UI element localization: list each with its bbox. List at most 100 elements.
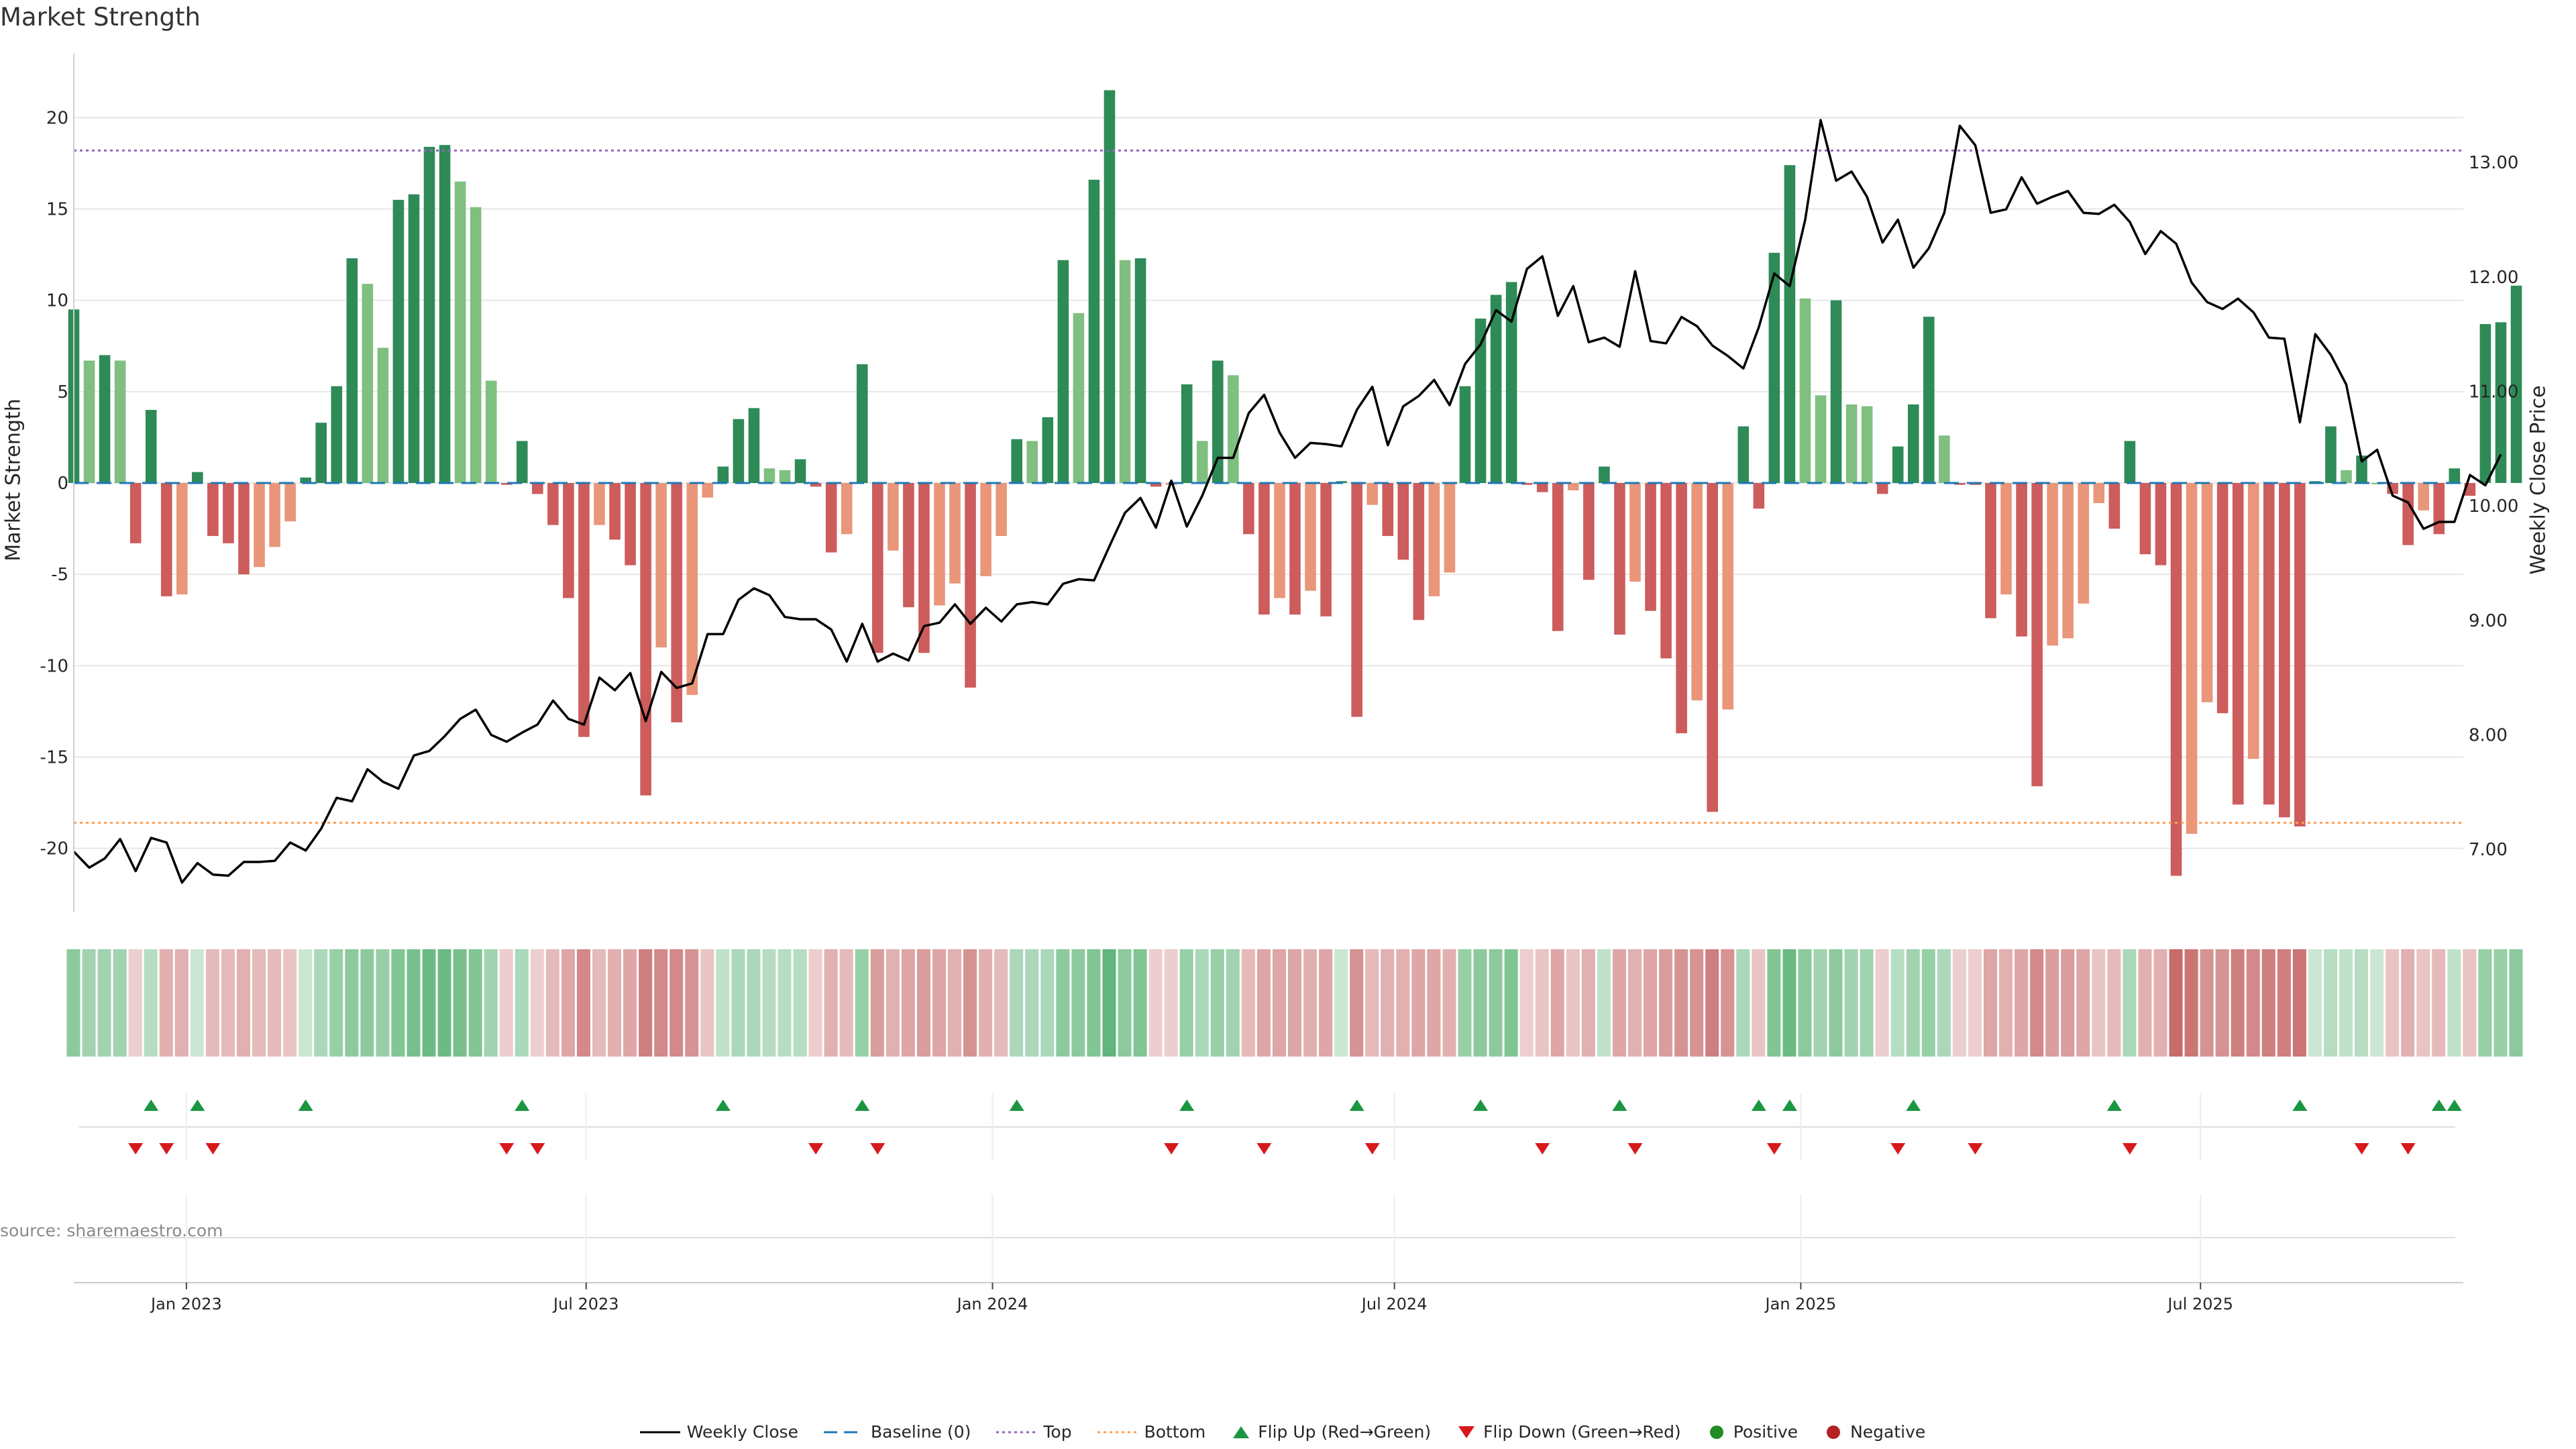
strip-cell	[2478, 949, 2492, 1057]
strength-bar	[594, 483, 605, 525]
strength-bar	[500, 483, 513, 485]
strength-bar	[2078, 483, 2090, 604]
strip-cell	[623, 949, 637, 1057]
strip-cell	[716, 949, 730, 1057]
flip-up-marker	[515, 1099, 530, 1111]
strip-cell	[530, 949, 544, 1057]
strength-bar	[625, 483, 636, 566]
strength-bar	[176, 483, 188, 595]
strip-cell	[1690, 949, 1704, 1057]
strength-bar	[996, 483, 1007, 536]
x-axis: Jan 2023 Jul 2023 Jan 2024 Jul 2024 Jan 2025…	[74, 1282, 2463, 1313]
strip-cell	[1411, 949, 1426, 1057]
strip-cell	[1705, 949, 1719, 1057]
y-tick-label: 15	[46, 199, 68, 219]
legend-negative-label: Negative	[1850, 1422, 1926, 1442]
flip-down-marker	[499, 1143, 515, 1155]
strip-cell	[1102, 949, 1116, 1057]
strength-bar	[1382, 483, 1394, 536]
strength-bar	[1691, 483, 1703, 701]
strength-bar	[1397, 483, 1409, 560]
legend-flip-up-label: Flip Up (Red→Green)	[1258, 1422, 1432, 1442]
strength-bar	[2062, 483, 2074, 639]
strip-cell	[2123, 949, 2137, 1057]
strip-cell	[2169, 949, 2183, 1057]
y-tick-label: 20	[46, 108, 68, 128]
strength-bar	[1645, 483, 1656, 611]
strength-bar	[2341, 470, 2352, 483]
strength-bars	[68, 90, 2522, 876]
strength-bar	[2093, 483, 2105, 503]
strength-bar	[532, 483, 543, 494]
strength-bar	[2325, 426, 2337, 483]
strength-bar	[2216, 483, 2229, 714]
strength-bar	[1660, 483, 1672, 659]
strength-bar	[2279, 483, 2290, 818]
legend-bottom-label: Bottom	[1144, 1422, 1206, 1442]
strength-bar	[2016, 483, 2027, 637]
strength-bar	[223, 483, 234, 543]
y2-tick-label: 11.00	[2469, 382, 2518, 402]
strength-bar	[2479, 324, 2491, 483]
flip-down-marker	[2122, 1143, 2137, 1155]
strength-bar	[362, 284, 374, 483]
strip-cell	[1999, 949, 2013, 1057]
strength-bar	[934, 483, 945, 606]
legend: Weekly Close Baseline (0) Top Bottom Fli…	[0, 1422, 2576, 1442]
strength-bar	[1568, 483, 1579, 490]
strip-cell	[1906, 949, 1920, 1057]
strength-bar	[1104, 90, 1116, 483]
strip-cell	[1890, 949, 1904, 1057]
strength-bar	[300, 477, 311, 483]
strip-cell	[376, 949, 390, 1057]
strip-cell	[205, 949, 219, 1057]
strip-cell	[1179, 949, 1193, 1057]
strength-bar	[1305, 483, 1316, 591]
strength-bar	[1042, 417, 1054, 483]
legend-positive-label: Positive	[1733, 1422, 1799, 1442]
y-tick-label: -10	[40, 656, 68, 676]
legend-baseline-swatch	[824, 1431, 865, 1433]
strip-cell	[1535, 949, 1549, 1057]
legend-top: Top	[996, 1422, 1072, 1442]
strength-bar	[578, 483, 590, 737]
strip-cell	[1303, 949, 1318, 1057]
strength-bar	[2232, 483, 2244, 805]
legend-flip-down-label: Flip Down (Green→Red)	[1483, 1422, 1681, 1442]
strip-cell	[1319, 949, 1333, 1057]
axes-layer: -20 -15 -10 -5 0 5 10 15 20 7.00 8.00 9.00 10.00 11.0…	[40, 54, 2518, 912]
strip-cell	[808, 949, 822, 1057]
strip-cell	[1782, 949, 1796, 1057]
strength-bar	[2371, 483, 2383, 484]
legend-negative: Negative	[1823, 1422, 1925, 1442]
strength-bar	[1505, 282, 1517, 483]
flip-down-marker	[1256, 1143, 1272, 1155]
legend-flip-down-icon	[1458, 1426, 1475, 1438]
flip-down-marker	[205, 1143, 221, 1155]
strength-bar	[1274, 483, 1285, 598]
strength-bar	[980, 483, 991, 576]
flip-up-marker	[1179, 1099, 1195, 1111]
strength-bar	[83, 360, 95, 483]
strip-cell	[1381, 949, 1395, 1057]
strength-bar	[655, 483, 667, 648]
strength-bar	[2449, 468, 2461, 483]
strength-bar	[2139, 483, 2151, 555]
strength-bar	[1366, 483, 1379, 505]
y-tick-label: -20	[40, 839, 68, 859]
strength-bar	[346, 258, 358, 483]
strip-cell	[1272, 949, 1286, 1057]
strength-bar	[841, 483, 853, 535]
y-tick-label: 0	[57, 474, 68, 494]
strength-bar	[2170, 483, 2182, 876]
strip-cell	[345, 949, 359, 1057]
strength-bar	[733, 419, 745, 483]
strip-cell	[1721, 949, 1735, 1057]
strip-cell	[1752, 949, 1766, 1057]
strip-cell	[2277, 949, 2291, 1057]
chart-title: Market Strength	[0, 3, 201, 32]
strip-cell	[2107, 949, 2121, 1057]
flip-down-marker	[2354, 1143, 2369, 1155]
strength-bar	[1892, 446, 1904, 483]
